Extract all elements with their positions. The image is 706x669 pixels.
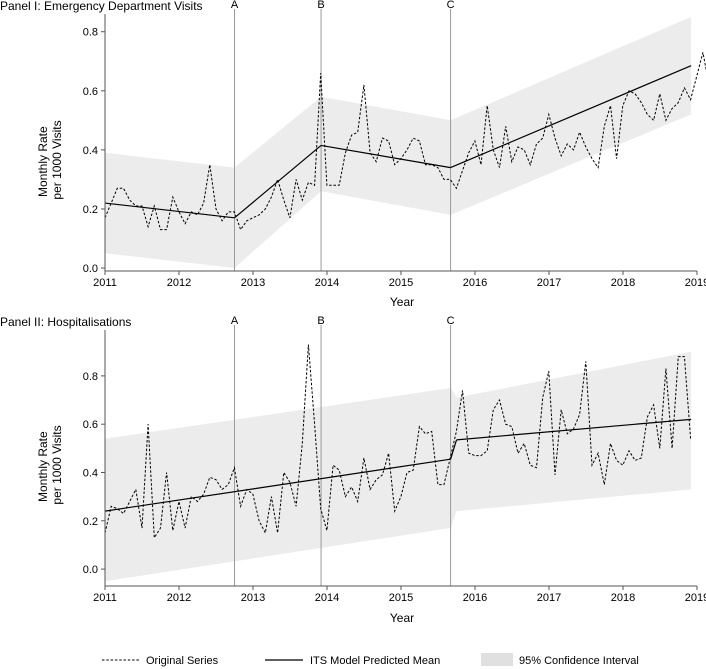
x-tick-label: 2012 <box>167 592 191 604</box>
legend: Original Series ITS Model Predicted Mean… <box>102 653 639 667</box>
y-tick-label: 0.4 <box>83 145 98 157</box>
y-axis-title-line-2: per 1000 Visits <box>50 425 64 504</box>
x-tick-label: 2014 <box>315 277 339 289</box>
original-series-line <box>104 344 692 540</box>
model-mean-segment <box>320 144 451 169</box>
x-tick-label: 2016 <box>463 592 487 604</box>
x-tick-label: 2019 <box>685 592 706 604</box>
y-tick-label: 0.8 <box>83 371 98 383</box>
model-mean-segment <box>456 418 692 441</box>
panel-title: Panel II: Hospitalisations <box>0 315 131 329</box>
model-mean-segment <box>450 439 458 460</box>
x-tick-label: 2018 <box>611 592 635 604</box>
x-tick-label: 2017 <box>537 592 561 604</box>
x-tick-label: 2012 <box>167 277 191 289</box>
y-tick-label: 0.0 <box>83 564 98 576</box>
x-tick-label: 2015 <box>389 277 413 289</box>
model-mean-segment <box>104 458 451 512</box>
panel-title: Panel I: Emergency Department Visits <box>0 0 203 13</box>
x-tick-label: 2016 <box>463 277 487 289</box>
legend-ci-swatch <box>481 653 513 666</box>
legend-original-series-label: Original Series <box>146 655 219 667</box>
event-label: B <box>317 0 324 11</box>
confidence-interval-band <box>105 17 692 268</box>
x-tick-label: 2014 <box>315 592 339 604</box>
event-label: A <box>231 315 239 327</box>
y-axis-title: Monthly Rate per 1000 Visits <box>36 120 64 199</box>
legend-model-mean-label: ITS Model Predicted Mean <box>310 655 440 667</box>
event-label: C <box>447 315 455 327</box>
x-tick-label: 2017 <box>537 277 561 289</box>
y-tick-label: 0.0 <box>83 263 98 275</box>
x-axis-title: Year <box>390 295 414 309</box>
legend-ci-label: 95% Confidence Interval <box>519 655 639 667</box>
confidence-interval-band <box>105 351 692 582</box>
y-tick-label: 0.2 <box>83 516 98 528</box>
x-tick-label: 2013 <box>241 592 265 604</box>
model-mean-segment <box>450 65 692 169</box>
y-axis-title-line-2: per 1000 Visits <box>50 120 64 199</box>
y-tick-label: 0.6 <box>83 419 98 431</box>
original-series-line <box>104 52 706 231</box>
x-axis-title: Year <box>390 611 414 625</box>
x-tick-label: 2011 <box>93 592 117 604</box>
y-axis-title-line-1: Monthly Rate <box>36 126 50 197</box>
event-label: B <box>317 315 324 327</box>
y-tick-label: 0.6 <box>83 86 98 98</box>
event-label: C <box>447 0 455 11</box>
y-axis-title-line-1: Monthly Rate <box>36 431 50 502</box>
y-tick-label: 0.2 <box>83 204 98 216</box>
x-tick-label: 2019 <box>685 277 706 289</box>
y-tick-label: 0.8 <box>83 27 98 39</box>
y-tick-label: 0.4 <box>83 467 98 479</box>
x-tick-label: 2018 <box>611 277 635 289</box>
panel-emergency-department-visits: Panel I: Emergency Department Visits A B C… <box>0 0 706 309</box>
y-axis-title: Monthly Rate per 1000 Visits <box>36 425 64 504</box>
event-label: A <box>231 0 239 11</box>
x-tick-label: 2013 <box>241 277 265 289</box>
x-tick-label: 2015 <box>389 592 413 604</box>
x-tick-label: 2011 <box>93 277 117 289</box>
panel-hospitalisations: Panel II: Hospitalisations A B C 2011 2012 2… <box>0 315 706 625</box>
